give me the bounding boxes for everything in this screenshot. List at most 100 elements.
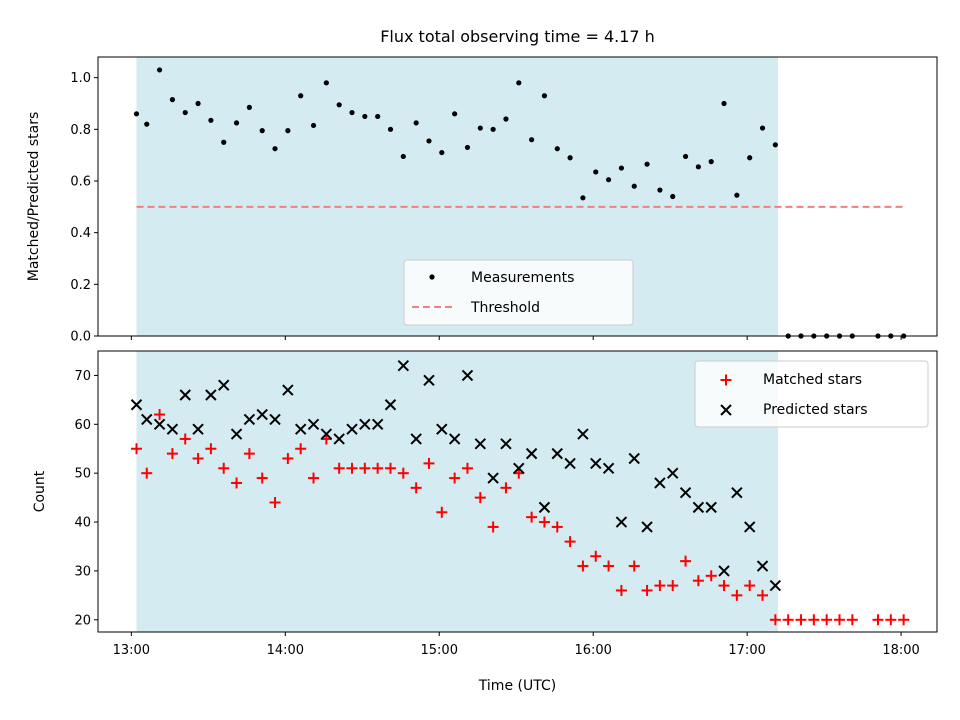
predicted-star-point — [667, 467, 679, 479]
ratio-x-axis-ticks — [130, 336, 902, 340]
y-tick-label: 70 — [74, 369, 91, 384]
matched-star-point — [795, 614, 807, 626]
measurement-point — [182, 109, 188, 116]
matched-star-point — [846, 614, 858, 626]
matched-star-point — [885, 614, 897, 626]
measurement-point — [477, 125, 483, 131]
matched-star-point — [130, 443, 142, 455]
matched-star-point — [397, 467, 409, 479]
measurement-point — [657, 187, 663, 193]
legend-predicted-label: Predicted stars — [763, 402, 868, 418]
predicted-star-point — [590, 457, 602, 470]
predicted-star-point — [474, 438, 487, 450]
matched-star-point — [603, 560, 615, 572]
predicted-star-point — [731, 487, 743, 499]
predicted-star-point — [756, 560, 769, 572]
matched-star-point — [782, 614, 794, 626]
matched-star-point — [577, 560, 589, 572]
matched-star-point — [423, 457, 435, 469]
matched-star-point — [834, 614, 846, 626]
y-tick-label: 50 — [74, 467, 91, 482]
x-tick-label: 14:00 — [267, 643, 304, 658]
predicted-star-point — [641, 521, 653, 533]
measurement-point — [195, 100, 201, 107]
predicted-star-point — [141, 413, 153, 426]
predicted-star-point — [166, 423, 179, 435]
predicted-star-point — [602, 462, 615, 474]
measurement-point — [310, 122, 317, 129]
predicted-star-point — [461, 369, 474, 382]
predicted-star-point — [192, 423, 204, 435]
predicted-star-point — [448, 433, 461, 445]
measurement-point — [593, 169, 599, 175]
x-tick-label: 18:00 — [882, 643, 919, 658]
predicted-star-point — [743, 521, 756, 533]
matched-star-point — [590, 550, 602, 562]
predicted-star-point — [153, 418, 166, 431]
matched-star-point — [641, 584, 653, 596]
predicted-star-point — [525, 447, 538, 460]
measurement-point — [349, 109, 355, 116]
measurement-point — [516, 80, 522, 86]
matched-star-point — [346, 462, 358, 474]
matched-star-point — [154, 409, 166, 421]
matched-star-point — [526, 511, 538, 523]
predicted-star-point — [320, 428, 333, 440]
predicted-star-point — [397, 359, 410, 372]
measurement-point — [772, 142, 778, 148]
measurement-point — [721, 100, 727, 107]
predicted-star-point — [654, 477, 666, 489]
matched-star-point — [628, 560, 640, 572]
measurement-point — [233, 120, 240, 126]
measurement-point — [503, 116, 509, 122]
measurement-point — [747, 155, 753, 161]
predicted-star-point — [679, 487, 692, 499]
measurement-point — [644, 161, 650, 167]
matched-star-point — [449, 472, 461, 484]
matched-star-point — [757, 589, 769, 601]
y-tick-label: 60 — [74, 418, 91, 433]
measurement-point — [169, 97, 176, 103]
matched-star-point — [384, 462, 396, 474]
matched-star-point — [166, 448, 178, 460]
measurement-point — [323, 80, 329, 86]
predicted-star-point — [243, 413, 256, 426]
y-tick-label: 30 — [74, 564, 91, 579]
predicted-star-point — [179, 389, 191, 401]
legend-measurements-marker — [429, 274, 435, 280]
matched-star-point — [654, 580, 666, 592]
measurement-point — [272, 146, 278, 152]
measurement-point — [580, 195, 586, 201]
counts-plot-frame — [97, 350, 938, 633]
measurement-point — [387, 126, 394, 132]
matched-star-point — [538, 516, 550, 528]
matched-star-point — [436, 506, 448, 518]
ratio-legend: Measurements Threshold — [403, 259, 634, 326]
predicted-star-point — [423, 374, 435, 387]
matched-star-point — [372, 462, 384, 474]
measurement-point — [375, 113, 381, 120]
counts-y-axis-ticks: 20 30 40 50 60 70 — [74, 369, 98, 628]
matched-star-point — [615, 584, 627, 596]
measurement-point — [695, 164, 701, 170]
measurement-point — [246, 104, 252, 110]
matched-stars-layer — [130, 409, 910, 626]
ratio-plot-frame — [97, 56, 938, 337]
counts-legend: Matched stars Predicted stars — [694, 360, 929, 428]
predicted-star-point — [692, 501, 705, 514]
measurement-point — [362, 113, 368, 120]
matched-star-point — [179, 433, 191, 445]
predicted-star-point — [282, 384, 294, 396]
matched-star-point — [474, 492, 486, 504]
matched-star-point — [718, 580, 730, 592]
measurement-point — [413, 120, 419, 126]
measurement-point — [221, 139, 227, 145]
matched-star-point — [500, 482, 512, 494]
predicted-star-point — [333, 433, 345, 445]
measurement-point — [144, 121, 150, 127]
matched-star-point — [410, 482, 422, 494]
predicted-star-point — [384, 399, 397, 411]
legend-box — [403, 259, 634, 326]
measurement-point — [670, 193, 676, 200]
